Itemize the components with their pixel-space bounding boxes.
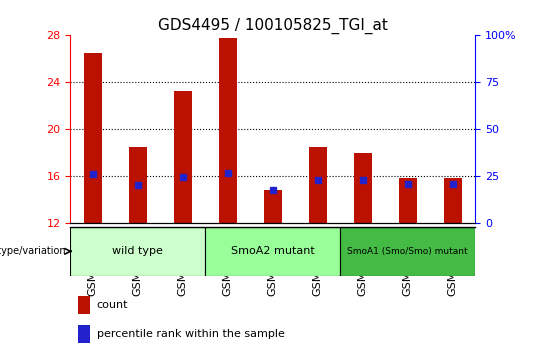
Bar [354,153,372,223]
Bar [205,227,340,276]
Bar [340,227,475,276]
Bar [309,147,327,223]
Bar [70,227,205,276]
Bar [174,91,192,223]
Text: SmoA1 (Smo/Smo) mutant: SmoA1 (Smo/Smo) mutant [347,247,468,256]
Text: count: count [97,299,128,310]
Bar [399,178,417,223]
Bar [129,147,147,223]
Text: wild type: wild type [112,246,163,256]
Text: percentile rank within the sample: percentile rank within the sample [97,329,285,339]
Bar [444,178,462,223]
Title: GDS4495 / 100105825_TGI_at: GDS4495 / 100105825_TGI_at [158,18,388,34]
Text: SmoA2 mutant: SmoA2 mutant [231,246,315,256]
Bar [78,325,90,343]
Bar [78,296,90,314]
Bar [219,38,237,223]
Bar [264,190,282,223]
Bar [84,53,102,223]
Text: genotype/variation: genotype/variation [0,246,66,256]
